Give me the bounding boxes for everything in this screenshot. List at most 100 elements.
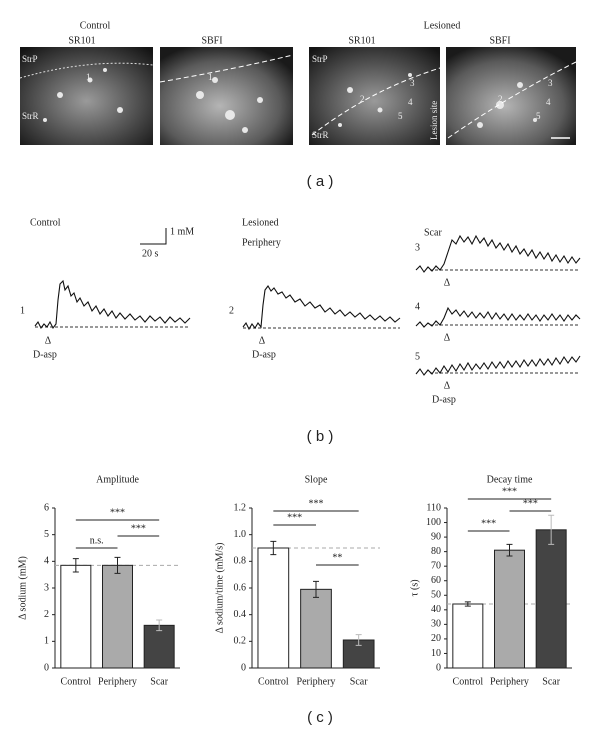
error-bar	[156, 619, 163, 632]
y-axis-label: τ (s)	[409, 579, 420, 596]
y-tick-label: 0	[241, 662, 246, 673]
trace-label: 5	[415, 351, 420, 362]
y-tick-label: 1.2	[234, 502, 247, 513]
region-label: StrR	[22, 111, 39, 121]
y-tick-label: 0.6	[234, 582, 247, 593]
significance-label: ***	[502, 486, 517, 497]
region-label: StrR	[312, 130, 329, 140]
trace-label: 3	[415, 242, 420, 253]
y-tick-label: 0	[436, 662, 441, 673]
y-tick-label: 5	[44, 529, 49, 540]
y-tick-label: 100	[426, 517, 441, 528]
stim-marker: Δ	[444, 332, 451, 343]
y-tick-label: 0.2	[234, 636, 247, 647]
bar	[102, 564, 133, 669]
stim-marker: Δ	[444, 277, 451, 288]
bar	[535, 529, 567, 669]
cells	[43, 68, 537, 133]
error-bar	[114, 556, 121, 574]
chart-title: Decay time	[487, 474, 533, 485]
boundary	[159, 54, 294, 83]
cell-label: 2	[360, 94, 365, 104]
y-tick-label: 1.0	[234, 529, 247, 540]
micrograph	[20, 47, 153, 145]
y-tick-label: 80	[431, 546, 441, 557]
region-label: StrP	[312, 54, 328, 64]
bar	[257, 547, 290, 669]
chart-title: Amplitude	[96, 474, 139, 485]
sodium-trace	[415, 306, 581, 328]
significance-label: ***	[131, 523, 146, 534]
drug-label: D-asp	[432, 394, 456, 405]
sodium-trace	[415, 234, 581, 273]
stim-marker: Δ	[45, 335, 52, 346]
trace-label: 4	[415, 301, 420, 312]
x-tick-label: Control	[61, 676, 92, 687]
x-tick-label: Periphery	[490, 676, 529, 687]
scale-bar	[140, 228, 167, 245]
boundary	[447, 61, 577, 139]
image-title: SR101	[348, 35, 375, 46]
y-tick-label: 60	[431, 575, 441, 586]
trace-group: Periphery	[242, 237, 281, 248]
boundary	[311, 67, 441, 136]
y-tick-label: 20	[431, 633, 441, 644]
y-axis-label: Δ sodium (mM)	[17, 556, 28, 620]
stim-marker: Δ	[444, 380, 451, 391]
region-label: StrP	[22, 54, 38, 64]
significance-label: ***	[481, 518, 496, 529]
cell-label: 4	[408, 97, 413, 107]
drug-label: D-asp	[252, 349, 276, 360]
boundary	[19, 62, 154, 79]
bar	[300, 588, 332, 669]
cell-label: 4	[546, 97, 551, 107]
stim-marker: Δ	[259, 335, 266, 346]
bar	[452, 603, 484, 669]
y-tick-label: 0.8	[234, 556, 247, 567]
y-tick-label: 90	[431, 531, 441, 542]
group-title: Control	[80, 20, 111, 31]
y-tick-label: 0	[44, 662, 49, 673]
y-axis-label: Δ sodium/time (mM/s)	[214, 543, 225, 634]
region-label: Lesion site	[429, 101, 439, 140]
image-title: SR101	[68, 35, 95, 46]
y-tick-label: 2	[44, 609, 49, 620]
drug-label: D-asp	[33, 349, 57, 360]
group-title: Lesioned	[424, 20, 461, 31]
error-bar	[270, 540, 277, 556]
panel-label: ( b )	[307, 428, 334, 445]
cell-label: 1	[208, 72, 213, 82]
sodium-trace	[242, 285, 401, 331]
error-bar	[313, 580, 319, 598]
x-tick-label: Scar	[350, 676, 368, 687]
error-bar	[464, 601, 471, 607]
significance-label: n.s.	[90, 535, 104, 546]
cell-label: 3	[410, 78, 415, 88]
x-tick-label: Scar	[150, 676, 168, 687]
bar	[494, 549, 525, 669]
y-tick-label: 6	[44, 502, 49, 513]
trace-group: Lesioned	[242, 217, 279, 228]
y-tick-label: 3	[44, 582, 49, 593]
significance-label: ***	[523, 498, 538, 509]
sodium-trace	[34, 279, 191, 330]
significance-label: **	[332, 552, 342, 563]
sodium-trace	[415, 355, 581, 376]
x-tick-label: Periphery	[98, 676, 137, 687]
bar	[60, 564, 92, 669]
scale-label: 1 mM	[170, 226, 194, 237]
bar	[143, 624, 175, 669]
y-tick-label: 10	[431, 648, 441, 659]
x-tick-label: Periphery	[297, 676, 336, 687]
y-tick-label: 40	[431, 604, 441, 615]
cell-label: 3	[548, 78, 553, 88]
image-title: SBFI	[201, 35, 222, 46]
micrograph	[309, 47, 440, 145]
micrograph	[160, 47, 293, 145]
y-tick-label: 110	[426, 502, 441, 513]
trace-label: 1	[20, 305, 25, 316]
y-tick-label: 70	[431, 560, 441, 571]
x-tick-label: Control	[258, 676, 289, 687]
